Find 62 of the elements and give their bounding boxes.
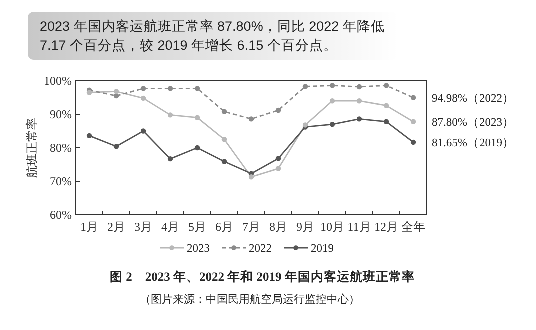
- point: [276, 166, 282, 172]
- x-tick-label: 4月: [162, 220, 180, 234]
- legend-label: 2023: [187, 243, 210, 255]
- point: [114, 144, 120, 150]
- point: [86, 133, 92, 139]
- point: [222, 159, 228, 164]
- point: [86, 90, 92, 96]
- point: [356, 116, 362, 122]
- x-tick-label: 9月: [296, 220, 314, 234]
- point: [384, 119, 390, 124]
- point: [248, 116, 254, 122]
- x-tick-label: 2月: [108, 220, 126, 234]
- point: [410, 140, 416, 146]
- legend-label: 2022: [249, 243, 272, 255]
- point: [114, 89, 120, 94]
- y-tick-label: 60%: [50, 208, 72, 222]
- annotation: 87.80%（2023）: [432, 116, 514, 129]
- x-tick-label: 1月: [80, 220, 98, 234]
- x-tick-label: 6月: [216, 220, 234, 234]
- point: [384, 103, 390, 108]
- point: [356, 84, 362, 90]
- point: [168, 86, 174, 92]
- y-tick-label: 70%: [50, 174, 72, 188]
- point: [330, 83, 336, 88]
- point: [222, 109, 228, 114]
- x-tick-label: 10月: [320, 220, 344, 234]
- y-tick-label: 90%: [50, 108, 72, 122]
- annotation: 94.98%（2022）: [432, 92, 514, 105]
- x-tick-label: 3月: [134, 220, 152, 234]
- y-axis-title: 航班正常率: [25, 118, 39, 178]
- y-tick-label: 100%: [44, 74, 72, 88]
- point: [410, 95, 416, 100]
- caption: 图 2 2023 年、2022 年和 2019 年国内客运航班正常率: [110, 269, 415, 284]
- point: [194, 115, 200, 120]
- point: [140, 96, 146, 102]
- point: [302, 84, 308, 90]
- x-tick-label: 7月: [242, 220, 260, 234]
- text: （图片来源：中国民用航空局运行监控中心）: [140, 293, 360, 306]
- x-tick-label: 11月: [348, 220, 372, 234]
- point: [248, 174, 254, 180]
- point: [276, 156, 282, 162]
- x-tick-label: 12月: [374, 220, 398, 234]
- point: [222, 137, 228, 142]
- chart-title: 2023 年国内客运航班正常率 87.80%，同比 2022 年降低 7.17 个百分点，较 2019 年增长 6.15 个百分点。: [40, 19, 385, 53]
- x-tick-label: 全年: [402, 220, 426, 234]
- point: [168, 112, 174, 118]
- point: [276, 108, 282, 114]
- point: [356, 98, 362, 104]
- legend-label: 2019: [311, 243, 334, 255]
- point: [140, 86, 146, 92]
- point: [168, 156, 174, 162]
- x-tick-label: 8月: [270, 220, 288, 234]
- point: [194, 86, 200, 92]
- annotation: 81.65%（2019）: [432, 137, 514, 150]
- point: [384, 83, 390, 88]
- point: [140, 128, 146, 134]
- point: [410, 119, 416, 124]
- point: [194, 145, 200, 151]
- point: [330, 98, 336, 104]
- x-tick-label: 5月: [188, 220, 206, 234]
- point: [330, 122, 336, 128]
- y-tick-label: 80%: [50, 141, 72, 155]
